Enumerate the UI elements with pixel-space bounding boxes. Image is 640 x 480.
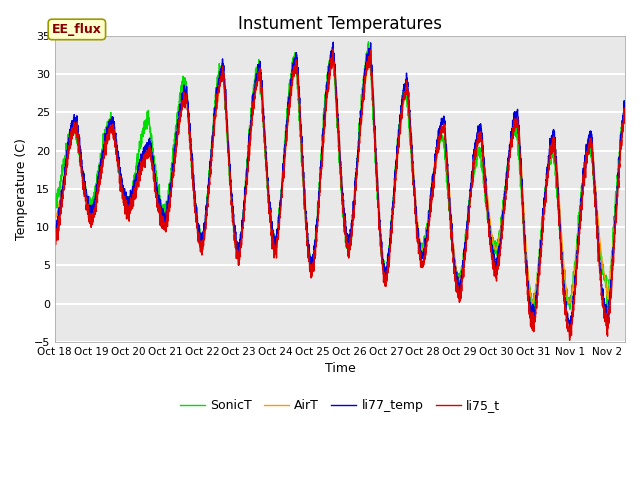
li77_temp <box>374 177 381 182</box>
AirT <box>310 254 317 260</box>
li75_t <box>374 184 381 190</box>
li75_t <box>330 46 337 52</box>
li77_temp <box>310 258 317 264</box>
li77_temp <box>566 328 573 334</box>
SonicT <box>310 256 317 262</box>
SonicT <box>501 189 509 194</box>
SonicT <box>326 58 333 63</box>
SonicT <box>298 150 305 156</box>
Line: li75_t: li75_t <box>55 49 625 340</box>
Text: EE_flux: EE_flux <box>52 23 102 36</box>
li75_t <box>501 205 509 211</box>
li77_temp <box>617 132 625 138</box>
AirT <box>501 191 509 196</box>
SonicT <box>365 39 372 45</box>
li75_t <box>326 76 333 82</box>
SonicT <box>530 308 538 313</box>
Title: Instument Temperatures: Instument Temperatures <box>238 15 442 33</box>
li77_temp <box>298 134 305 140</box>
li75_t <box>566 337 573 343</box>
AirT <box>617 148 625 154</box>
li75_t <box>617 140 625 145</box>
Y-axis label: Temperature (C): Temperature (C) <box>15 138 28 240</box>
SonicT <box>617 133 625 139</box>
Line: AirT: AirT <box>55 60 625 303</box>
AirT <box>621 115 629 120</box>
li77_temp <box>501 197 509 203</box>
Legend: SonicT, AirT, li77_temp, li75_t: SonicT, AirT, li77_temp, li75_t <box>175 394 505 417</box>
li77_temp <box>621 100 629 106</box>
li77_temp <box>51 225 59 231</box>
AirT <box>565 300 573 306</box>
AirT <box>367 58 374 63</box>
AirT <box>326 74 333 80</box>
li75_t <box>621 108 629 114</box>
li75_t <box>51 233 59 239</box>
SonicT <box>374 191 381 197</box>
AirT <box>51 216 59 221</box>
SonicT <box>621 106 629 112</box>
li77_temp <box>330 39 337 45</box>
AirT <box>374 178 381 183</box>
li75_t <box>310 268 317 274</box>
li75_t <box>298 142 305 148</box>
SonicT <box>51 205 59 211</box>
AirT <box>298 127 305 133</box>
Line: SonicT: SonicT <box>55 42 625 311</box>
X-axis label: Time: Time <box>324 362 355 375</box>
li77_temp <box>326 68 333 73</box>
Line: li77_temp: li77_temp <box>55 42 625 331</box>
